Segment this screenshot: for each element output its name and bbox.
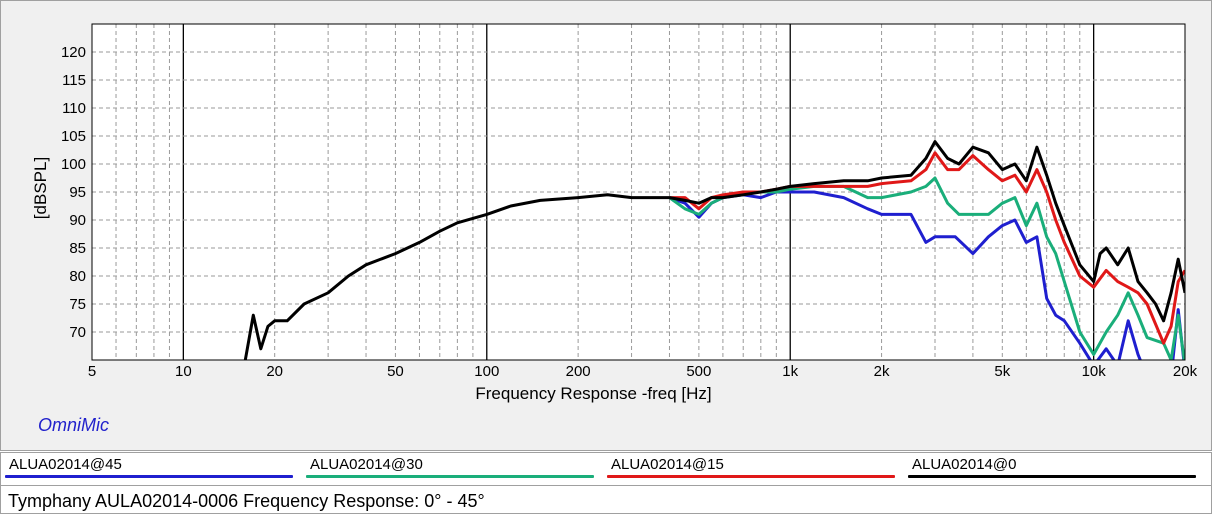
- x-tick-label: 20k: [1173, 363, 1198, 380]
- y-axis-label: [dBSPL]: [31, 157, 50, 219]
- y-tick-label: 115: [62, 72, 86, 89]
- legend-label: ALUA02014@15: [611, 456, 724, 473]
- y-tick-label: 105: [61, 128, 86, 145]
- x-tick-label: 10k: [1082, 363, 1107, 380]
- frequency-response-chart: 70 75 80 85 90 95 100 105 110 115 120 5 10 20 50 100 200…: [31, 23, 1198, 403]
- x-tick-label: 2k: [874, 363, 890, 380]
- x-tick-label: 5k: [994, 363, 1010, 380]
- y-tick-label: 100: [61, 156, 86, 173]
- legend-label: ALUA02014@45: [9, 456, 122, 473]
- legend: ALUA02014@45 ALUA02014@30 ALUA02014@15 ALUA…: [0, 452, 1212, 486]
- plot-frame: [91, 23, 1186, 361]
- legend-label: ALUA02014@30: [310, 456, 423, 473]
- legend-swatch: [607, 475, 895, 478]
- chart-caption: Tymphany AULA02014-0006 Frequency Respon…: [8, 491, 485, 511]
- x-tick-label: 100: [474, 363, 499, 380]
- y-tick-label: 80: [69, 268, 86, 285]
- y-tick-label: 85: [69, 240, 86, 257]
- x-tick-label: 50: [387, 363, 404, 380]
- x-tick-label: 200: [566, 363, 591, 380]
- y-tick-label: 70: [69, 324, 86, 341]
- legend-item: ALUA02014@15: [603, 453, 901, 485]
- x-tick-label: 1k: [782, 363, 798, 380]
- x-tick-label: 20: [266, 363, 283, 380]
- legend-swatch: [908, 475, 1196, 478]
- y-tick-label: 110: [62, 100, 86, 117]
- series-line-alua02014-0: [243, 140, 1185, 360]
- legend-swatch: [306, 475, 594, 478]
- caption-bar: Tymphany AULA02014-0006 Frequency Respon…: [0, 486, 1212, 514]
- legend-item: ALUA02014@45: [1, 453, 299, 485]
- y-tick-label: 95: [69, 184, 86, 201]
- y-tick-label: 120: [61, 44, 86, 61]
- legend-item: ALUA02014@0: [904, 453, 1202, 485]
- omnimic-brand: OmniMic: [38, 415, 109, 435]
- y-tick-label: 75: [69, 296, 86, 313]
- series-line-alua02014-45: [668, 190, 1185, 360]
- x-tick-label: 500: [686, 363, 711, 380]
- x-tick-label: 10: [175, 363, 192, 380]
- legend-item: ALUA02014@30: [302, 453, 600, 485]
- x-tick-label: 5: [88, 363, 96, 380]
- y-tick-label: 90: [69, 212, 86, 229]
- legend-swatch: [5, 475, 293, 478]
- legend-label: ALUA02014@0: [912, 456, 1017, 473]
- x-axis-label: Frequency Response -freq [Hz]: [475, 384, 711, 403]
